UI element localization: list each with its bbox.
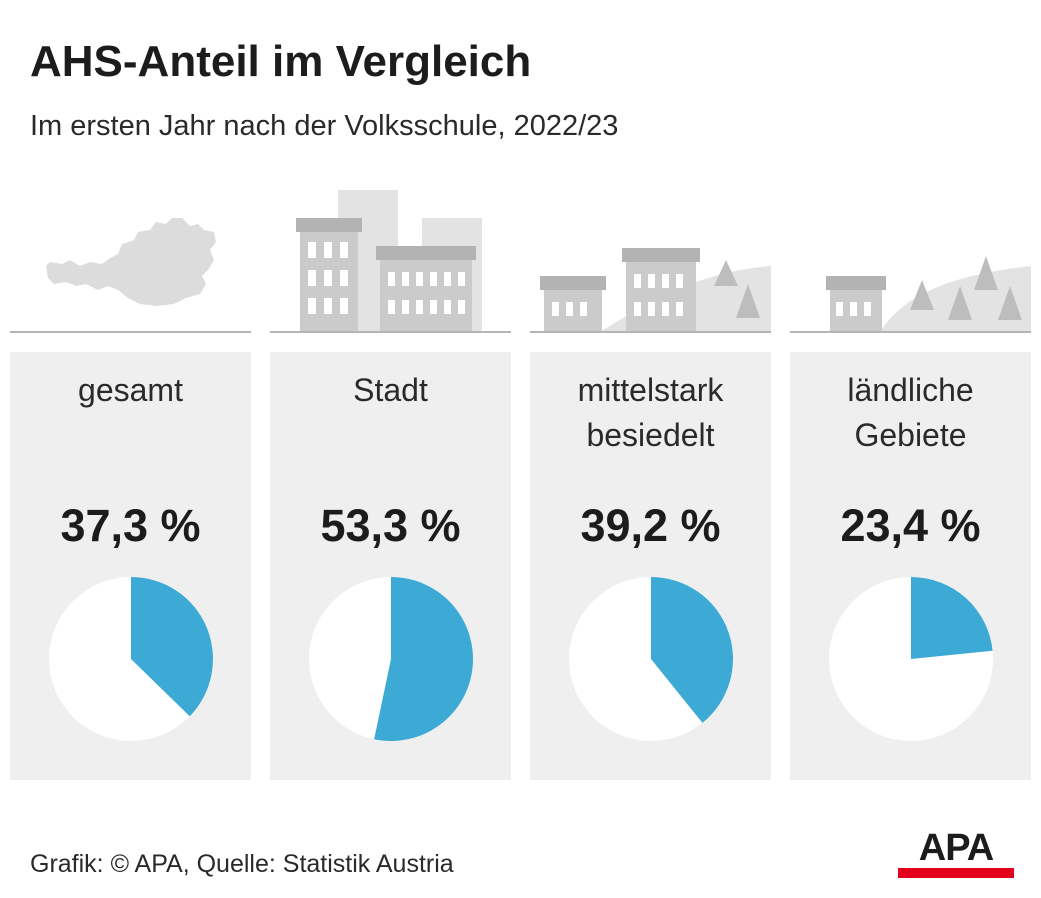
panel-laendliche-gebiete: ländliche Gebiete 23,4 %: [790, 0, 1031, 898]
panel-card: gesamt 37,3 %: [10, 352, 251, 780]
panel-value: 39,2 %: [580, 500, 721, 551]
panel-card: ländliche Gebiete 23,4 %: [790, 352, 1031, 780]
pie-chart: [49, 577, 214, 741]
panel-value: 23,4 %: [840, 500, 981, 551]
pie-chart: [829, 577, 993, 741]
pie-slice-share: [911, 577, 993, 659]
chart-title: AHS-Anteil im Vergleich: [30, 37, 532, 86]
city-buildings-icon: [270, 190, 511, 333]
pie-chart: [309, 577, 474, 741]
chart-subtitle: Im ersten Jahr nach der Volksschule, 202…: [30, 110, 619, 142]
pie-slice-share: [131, 577, 214, 717]
panel-gesamt: gesamt 37,3 %: [10, 0, 251, 898]
panel-stadt: Stadt 53,3 %: [270, 0, 511, 898]
pie-slice-share: [374, 577, 474, 741]
apa-logo: APA: [898, 828, 1014, 880]
pie-slice-share: [651, 577, 733, 723]
logo-red-bar: [898, 868, 1014, 878]
rural-village-icon: [790, 256, 1031, 333]
panel-value: 53,3 %: [320, 500, 461, 551]
source-footer: Grafik: © APA, Quelle: Statistik Austria: [30, 850, 454, 878]
panel-label: Stadt: [353, 372, 428, 408]
austria-map-icon: [10, 218, 251, 333]
panel-label: ländliche Gebiete: [847, 372, 974, 453]
town-buildings-icon: [530, 248, 771, 333]
panel-card: Stadt 53,3 %: [270, 352, 511, 780]
pie-chart: [569, 577, 733, 741]
logo-text: APA: [918, 827, 994, 869]
panel-mittelstark-besiedelt: mittelstark besiedelt 39,2 %: [530, 0, 771, 898]
panel-value: 37,3 %: [60, 500, 201, 551]
panel-card: mittelstark besiedelt 39,2 %: [530, 352, 771, 780]
panel-label: mittelstark besiedelt: [577, 372, 724, 453]
panel-label: gesamt: [78, 372, 183, 408]
